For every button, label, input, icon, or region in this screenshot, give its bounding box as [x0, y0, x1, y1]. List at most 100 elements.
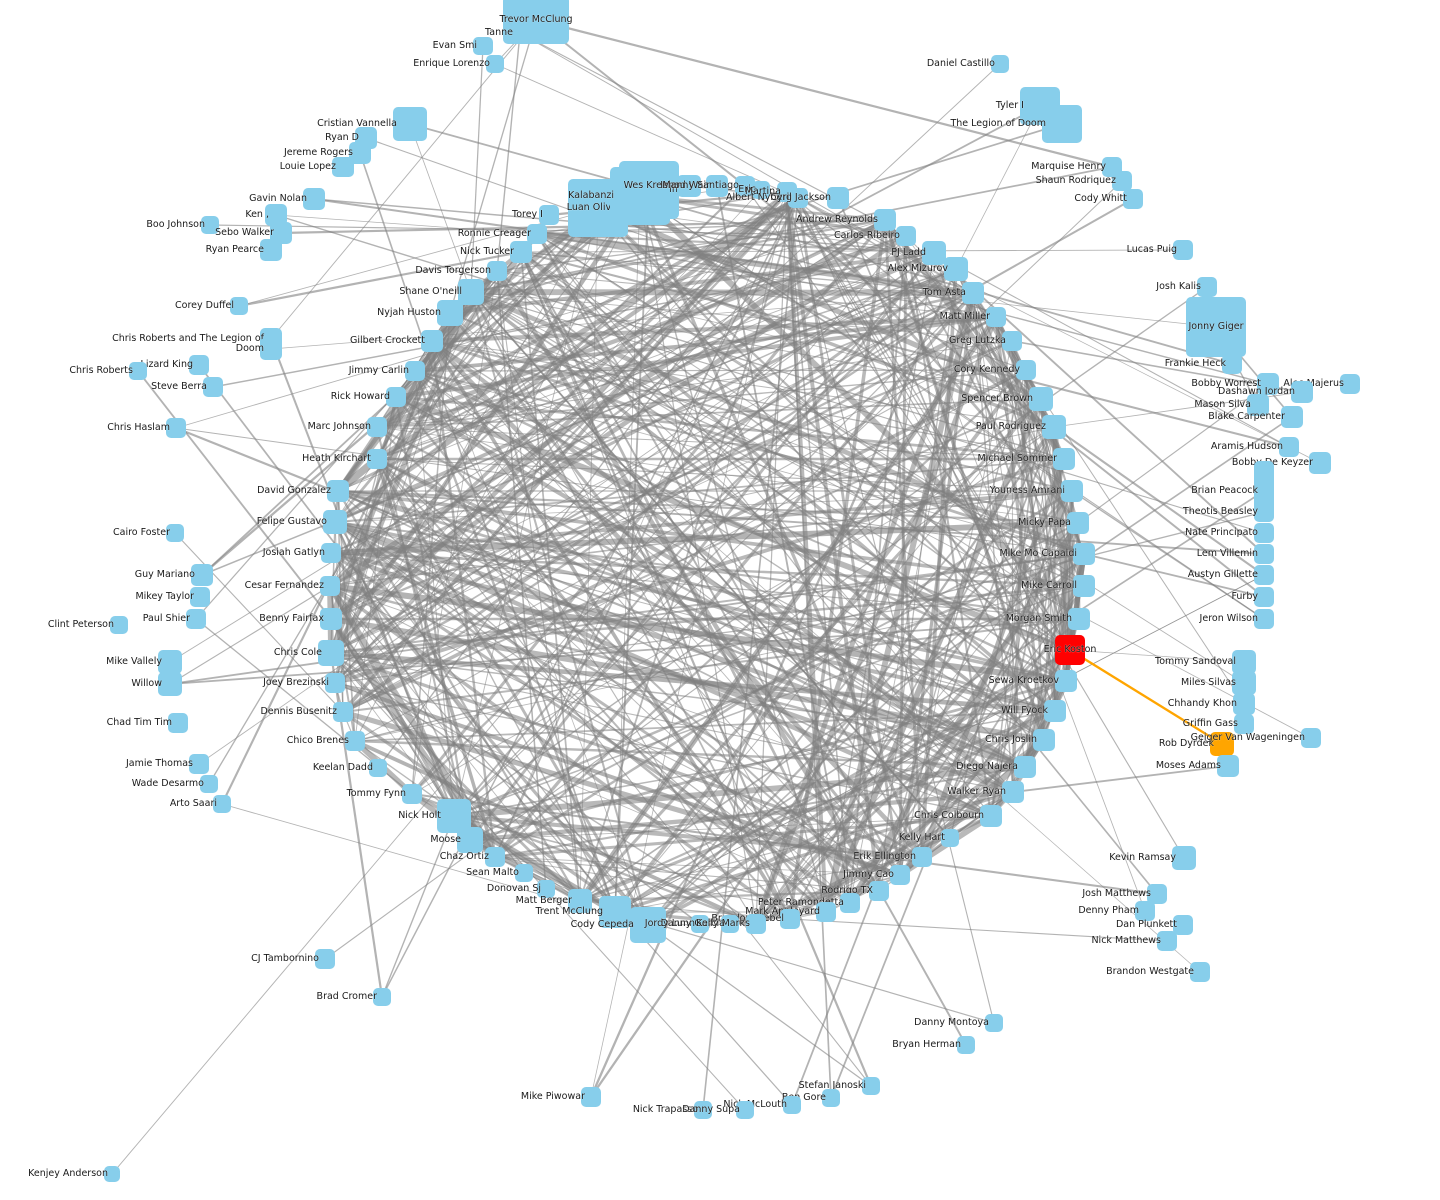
graph-node[interactable]: [869, 881, 889, 901]
graph-node[interactable]: [104, 1166, 120, 1182]
graph-node[interactable]: [922, 241, 946, 265]
graph-node[interactable]: [1061, 480, 1083, 502]
graph-node[interactable]: [890, 865, 910, 885]
graph-node[interactable]: [213, 795, 231, 813]
graph-node[interactable]: [369, 759, 387, 777]
graph-node[interactable]: [421, 330, 443, 352]
graph-node[interactable]: [1232, 671, 1256, 695]
graph-node[interactable]: [783, 1096, 801, 1114]
graph-node[interactable]: [402, 784, 422, 804]
graph-node[interactable]: [158, 672, 182, 696]
graph-node[interactable]: [260, 338, 282, 360]
graph-node[interactable]: [539, 205, 559, 225]
graph-node[interactable]: [110, 616, 128, 634]
graph-node[interactable]: [1301, 728, 1321, 748]
graph-node[interactable]: [485, 847, 505, 867]
graph-node[interactable]: [345, 731, 365, 751]
graph-node[interactable]: [320, 608, 342, 630]
graph-node[interactable]: [1254, 587, 1274, 607]
graph-node[interactable]: [1234, 714, 1254, 734]
graph-node[interactable]: [1222, 354, 1242, 374]
graph-node[interactable]: [332, 157, 354, 177]
graph-node[interactable]: [327, 480, 349, 502]
graph-node[interactable]: [515, 864, 533, 882]
graph-node[interactable]: [457, 827, 483, 853]
graph-node[interactable]: [912, 847, 932, 867]
graph-node[interactable]: [1233, 693, 1255, 715]
graph-node[interactable]: [487, 261, 507, 281]
graph-node[interactable]: [1157, 931, 1177, 951]
graph-node[interactable]: [822, 1089, 840, 1107]
graph-node[interactable]: [1073, 543, 1095, 565]
graph-node[interactable]: [1340, 374, 1360, 394]
graph-node[interactable]: [827, 187, 849, 209]
graph-node[interactable]: [315, 949, 335, 969]
graph-node[interactable]: [746, 914, 766, 934]
graph-node[interactable]: [788, 188, 808, 208]
graph-node[interactable]: [190, 587, 210, 607]
graph-node[interactable]: [1112, 171, 1132, 191]
graph-node[interactable]: [694, 1101, 712, 1119]
graph-node[interactable]: [991, 55, 1009, 73]
graph-node[interactable]: [458, 279, 484, 305]
graph-node[interactable]: [367, 449, 387, 469]
graph-node[interactable]: [610, 167, 670, 225]
graph-node[interactable]: [1254, 502, 1274, 522]
graph-node[interactable]: [986, 307, 1006, 327]
graph-node[interactable]: [1016, 360, 1036, 380]
graph-node[interactable]: [486, 55, 504, 73]
graph-node[interactable]: [1055, 670, 1077, 692]
graph-node[interactable]: [230, 297, 248, 315]
graph-node[interactable]: [325, 673, 345, 693]
graph-node[interactable]: [1257, 373, 1279, 395]
graph-node[interactable]: [1073, 575, 1095, 597]
graph-node[interactable]: [1232, 650, 1256, 674]
graph-node[interactable]: [318, 640, 344, 666]
graph-node[interactable]: [1002, 331, 1022, 351]
graph-node[interactable]: [1281, 406, 1303, 428]
graph-node[interactable]: [1014, 756, 1036, 778]
graph-node[interactable]: [957, 1036, 975, 1054]
graph-node[interactable]: [1186, 297, 1246, 357]
graph-node[interactable]: [944, 257, 968, 281]
graph-node[interactable]: [980, 805, 1002, 827]
graph-node[interactable]: [862, 1077, 880, 1095]
graph-node[interactable]: [473, 37, 493, 55]
graph-node[interactable]: [186, 609, 206, 629]
graph-node[interactable]: [962, 282, 984, 304]
graph-node[interactable]: [1291, 381, 1313, 403]
graph-node[interactable]: [1053, 448, 1075, 470]
graph-node[interactable]: [1190, 962, 1210, 982]
graph-node[interactable]: [941, 829, 959, 847]
graph-node[interactable]: [1147, 884, 1167, 904]
graph-node[interactable]: [189, 355, 209, 375]
graph-node[interactable]: [527, 224, 547, 244]
graph-node[interactable]: [1002, 781, 1024, 803]
graph-node[interactable]: [1210, 732, 1234, 756]
graph-node[interactable]: [1068, 608, 1090, 630]
graph-node[interactable]: [367, 417, 387, 437]
graph-node[interactable]: [1033, 729, 1055, 751]
graph-node[interactable]: [1044, 700, 1066, 722]
graph-node[interactable]: [706, 175, 728, 197]
graph-node[interactable]: [1055, 635, 1085, 665]
graph-node[interactable]: [320, 576, 340, 596]
graph-node[interactable]: [752, 181, 770, 199]
graph-node[interactable]: [691, 915, 709, 933]
graph-node[interactable]: [780, 909, 800, 929]
graph-node[interactable]: [168, 713, 188, 733]
graph-node[interactable]: [630, 907, 666, 943]
graph-node[interactable]: [1042, 105, 1082, 143]
graph-node[interactable]: [1254, 523, 1274, 543]
graph-node[interactable]: [349, 142, 371, 164]
graph-node[interactable]: [1123, 189, 1143, 209]
graph-node[interactable]: [158, 650, 182, 674]
graph-node[interactable]: [303, 188, 325, 210]
graph-node[interactable]: [323, 510, 347, 534]
graph-node[interactable]: [874, 209, 896, 231]
graph-node[interactable]: [166, 524, 184, 542]
graph-node[interactable]: [1029, 387, 1053, 411]
graph-node[interactable]: [510, 241, 532, 263]
graph-node[interactable]: [321, 543, 341, 563]
